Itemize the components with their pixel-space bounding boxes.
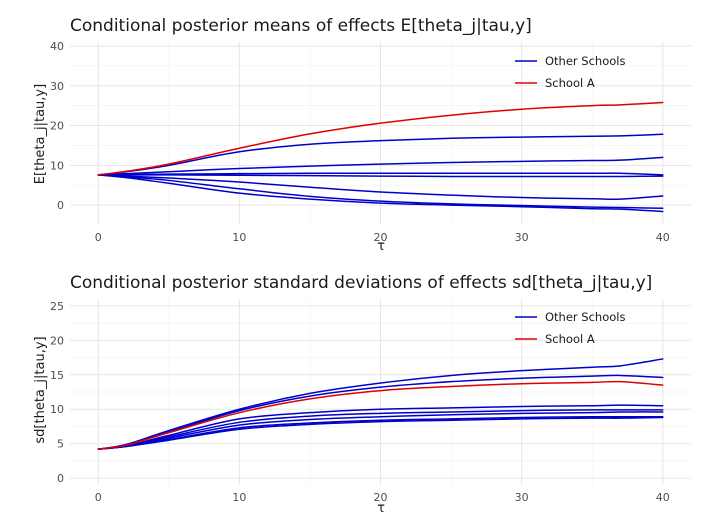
means-grid xyxy=(70,42,691,225)
means-ticks: 0 10 20 30 40 0 10 20 30 40 xyxy=(50,40,670,244)
sd-series-other-school-line xyxy=(97,404,664,450)
sd-chart-title: Conditional posterior standard deviation… xyxy=(70,273,652,293)
means-series-other-school-line xyxy=(97,174,664,178)
means-legend: Other Schools School A xyxy=(515,54,625,90)
sd-x-tick-label: 10 xyxy=(232,491,246,504)
sd-y-tick-label: 15 xyxy=(50,369,64,382)
means-series-other-school-line xyxy=(97,174,664,213)
means-x-tick-label: 30 xyxy=(515,231,529,244)
sd-series-other-school-line xyxy=(97,409,664,450)
means-y-axis-label: E[theta_j|tau,y] xyxy=(33,84,48,184)
sd-panel: Conditional posterior standard deviation… xyxy=(33,273,691,516)
means-series xyxy=(97,101,664,213)
means-y-tick-label: 40 xyxy=(50,40,64,53)
means-y-tick-label: 10 xyxy=(50,159,64,172)
means-series-school-a-line xyxy=(97,101,664,176)
sd-x-tick-label: 20 xyxy=(374,491,388,504)
means-legend-label-other-schools: Other Schools xyxy=(545,54,625,68)
sd-x-tick-label: 30 xyxy=(515,491,529,504)
means-x-axis-label: τ xyxy=(377,239,385,254)
means-y-tick-label: 0 xyxy=(57,199,64,212)
sd-x-axis-label: τ xyxy=(377,501,385,516)
sd-series-other-school-line xyxy=(97,358,664,450)
means-panel: Conditional posterior means of effects E… xyxy=(33,16,691,254)
means-chart-title: Conditional posterior means of effects E… xyxy=(70,16,532,36)
sd-x-tick-label: 40 xyxy=(656,491,670,504)
sd-y-tick-label: 0 xyxy=(57,472,64,485)
sd-y-tick-label: 20 xyxy=(50,334,64,347)
means-series-other-school-line xyxy=(97,174,664,201)
sd-grid xyxy=(70,299,691,485)
means-y-tick-label: 20 xyxy=(50,120,64,133)
means-y-tick-label: 30 xyxy=(50,80,64,93)
sd-x-tick-label: 0 xyxy=(95,491,102,504)
sd-ticks: 0 10 20 30 40 0 5 10 15 20 25 xyxy=(50,300,670,504)
sd-series-other-school-line xyxy=(97,416,664,450)
sd-series xyxy=(97,358,664,450)
sd-y-tick-label: 25 xyxy=(50,300,64,313)
means-series-other-school-line xyxy=(97,174,664,210)
sd-legend: Other Schools School A xyxy=(515,310,625,346)
sd-series-other-school-line xyxy=(97,411,664,450)
means-series-other-school-line xyxy=(97,133,664,176)
means-legend-label-school-a: School A xyxy=(545,76,595,90)
sd-y-tick-label: 10 xyxy=(50,403,64,416)
sd-y-tick-label: 5 xyxy=(57,438,64,451)
means-series-other-school-line xyxy=(97,156,664,176)
means-x-tick-label: 10 xyxy=(232,231,246,244)
means-x-tick-label: 40 xyxy=(656,231,670,244)
sd-legend-label-school-a: School A xyxy=(545,332,595,346)
sd-series-school-a-line xyxy=(97,380,664,450)
means-x-tick-label: 20 xyxy=(374,231,388,244)
sd-y-axis-label: sd[theta_j|tau,y] xyxy=(33,336,48,443)
sd-legend-label-other-schools: Other Schools xyxy=(545,310,625,324)
means-x-tick-label: 0 xyxy=(95,231,102,244)
